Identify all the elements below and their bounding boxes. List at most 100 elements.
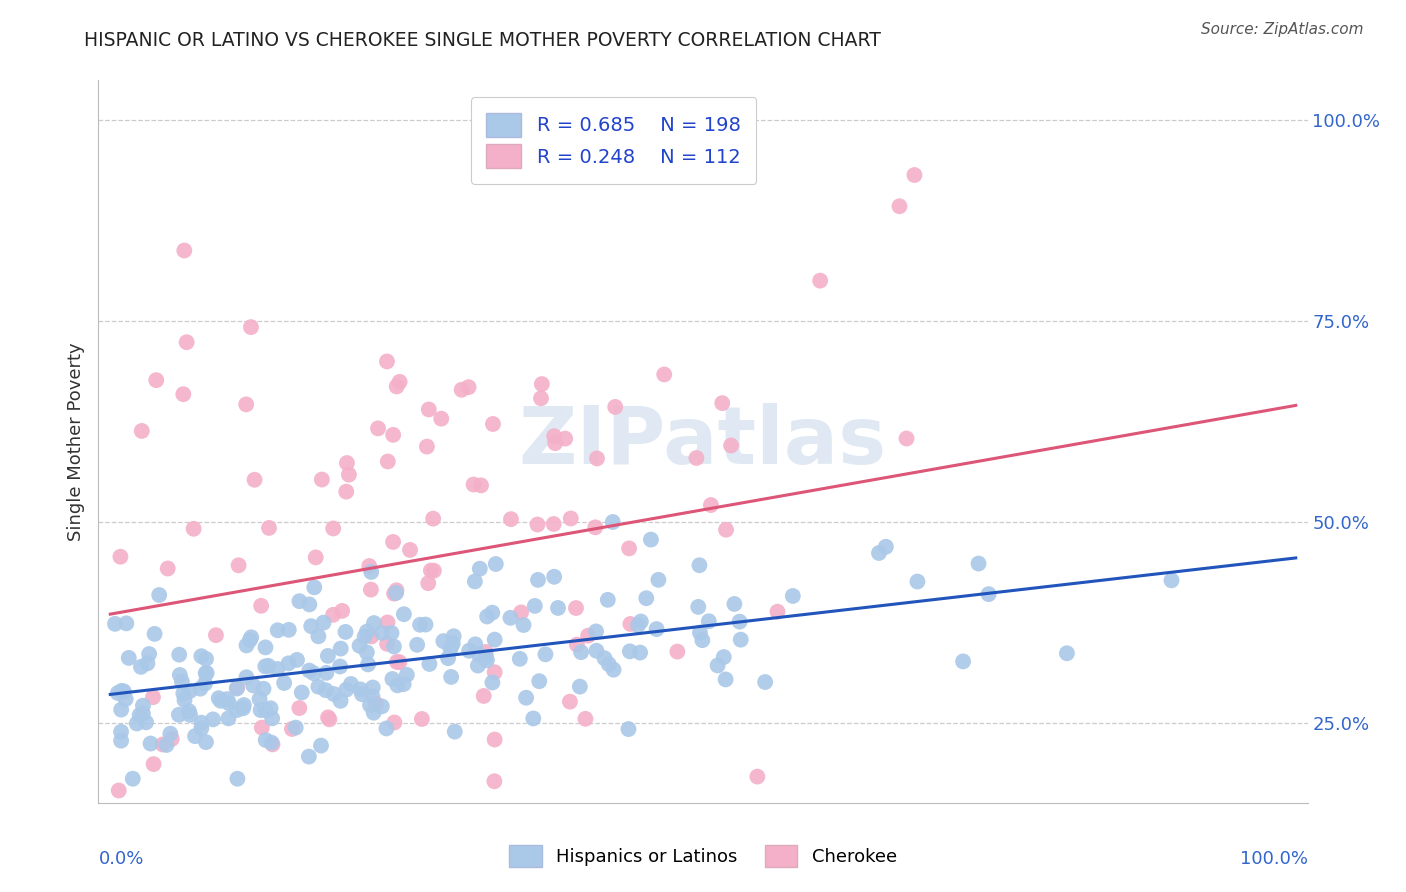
- Point: [467, 658, 489, 673]
- Point: [484, 632, 506, 647]
- Point: [697, 614, 720, 628]
- Point: [418, 402, 440, 417]
- Point: [377, 615, 399, 630]
- Point: [640, 533, 662, 547]
- Point: [688, 558, 710, 573]
- Point: [267, 624, 290, 638]
- Point: [183, 522, 205, 536]
- Point: [173, 693, 195, 707]
- Point: [534, 648, 557, 662]
- Point: [868, 546, 890, 560]
- Point: [652, 368, 675, 382]
- Point: [361, 681, 384, 695]
- Point: [159, 727, 181, 741]
- Point: [463, 477, 485, 491]
- Point: [254, 703, 277, 717]
- Point: [291, 685, 314, 699]
- Point: [284, 721, 307, 735]
- Point: [585, 644, 607, 658]
- Point: [415, 617, 437, 632]
- Point: [194, 676, 217, 690]
- Point: [239, 320, 262, 334]
- Point: [484, 665, 506, 680]
- Point: [808, 274, 831, 288]
- Point: [302, 666, 325, 681]
- Legend: R = 0.685    N = 198, R = 0.248    N = 112: R = 0.685 N = 198, R = 0.248 N = 112: [471, 97, 756, 184]
- Point: [475, 609, 498, 624]
- Y-axis label: Single Mother Poverty: Single Mother Poverty: [66, 343, 84, 541]
- Point: [195, 665, 218, 680]
- Point: [118, 651, 141, 665]
- Point: [160, 731, 183, 746]
- Point: [349, 682, 371, 697]
- Point: [167, 648, 190, 662]
- Point: [114, 692, 136, 706]
- Point: [121, 772, 143, 786]
- Point: [114, 812, 136, 826]
- Point: [544, 436, 567, 450]
- Point: [1160, 574, 1182, 588]
- Point: [359, 559, 381, 574]
- Point: [523, 599, 546, 613]
- Point: [441, 636, 464, 650]
- Point: [243, 473, 266, 487]
- Point: [1056, 646, 1078, 660]
- Text: 0.0%: 0.0%: [98, 850, 143, 868]
- Point: [107, 686, 129, 700]
- Point: [316, 710, 339, 724]
- Point: [184, 729, 207, 743]
- Point: [470, 478, 492, 492]
- Point: [512, 618, 534, 632]
- Point: [209, 694, 232, 708]
- Point: [586, 451, 609, 466]
- Point: [329, 659, 352, 673]
- Point: [240, 630, 263, 644]
- Point: [418, 576, 440, 591]
- Point: [565, 601, 588, 615]
- Point: [315, 665, 337, 680]
- Point: [481, 675, 503, 690]
- Point: [322, 607, 344, 622]
- Point: [598, 657, 620, 672]
- Point: [382, 587, 405, 601]
- Point: [336, 456, 359, 470]
- Point: [228, 558, 250, 573]
- Point: [285, 653, 308, 667]
- Point: [688, 599, 710, 614]
- Point: [250, 721, 273, 735]
- Point: [110, 724, 132, 739]
- Point: [375, 722, 398, 736]
- Point: [235, 397, 257, 411]
- Point: [596, 592, 619, 607]
- Point: [398, 808, 420, 822]
- Point: [565, 638, 588, 652]
- Point: [472, 689, 495, 703]
- Point: [257, 658, 280, 673]
- Point: [184, 812, 207, 826]
- Point: [430, 411, 453, 425]
- Point: [422, 511, 444, 525]
- Point: [235, 639, 257, 653]
- Point: [384, 715, 406, 730]
- Point: [104, 616, 127, 631]
- Point: [382, 640, 405, 654]
- Point: [132, 706, 155, 721]
- Point: [353, 630, 375, 644]
- Point: [170, 674, 193, 689]
- Point: [156, 561, 179, 575]
- Point: [142, 690, 165, 705]
- Point: [371, 699, 394, 714]
- Text: ZIPatlas: ZIPatlas: [519, 402, 887, 481]
- Point: [359, 698, 381, 713]
- Point: [967, 557, 990, 571]
- Point: [131, 424, 153, 438]
- Point: [723, 597, 745, 611]
- Point: [543, 570, 565, 584]
- Point: [392, 677, 415, 691]
- Text: 100.0%: 100.0%: [1240, 850, 1308, 868]
- Point: [239, 633, 262, 648]
- Text: HISPANIC OR LATINO VS CHEROKEE SINGLE MOTHER POVERTY CORRELATION CHART: HISPANIC OR LATINO VS CHEROKEE SINGLE MO…: [84, 31, 882, 50]
- Point: [468, 562, 491, 576]
- Point: [499, 611, 522, 625]
- Point: [277, 657, 299, 671]
